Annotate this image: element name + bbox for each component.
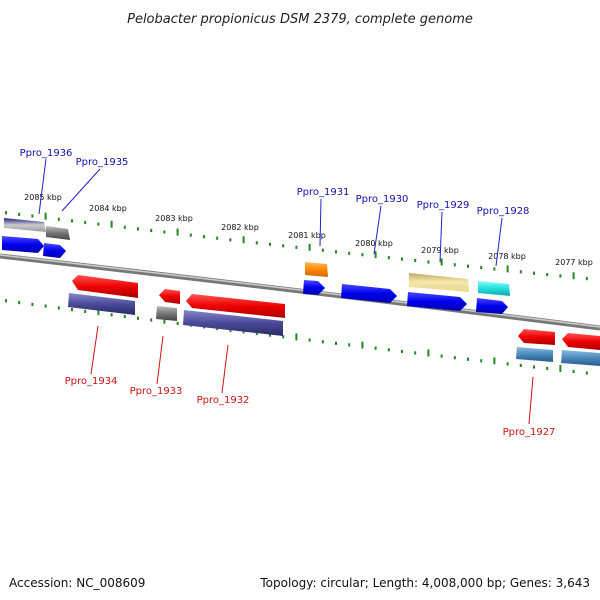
upper-tick-track [5,211,588,281]
feature-1936-cog[interactable] [4,218,46,232]
gene-label-1932[interactable]: Ppro_1932 [197,395,250,406]
leader-1935 [61,168,101,212]
tick-label-2085: 2085 kbp [24,193,62,202]
genome-backbone [0,253,600,331]
leader-1927 [528,376,534,425]
feature-1928-cog[interactable] [478,281,510,296]
tick-label-2077: 2077 kbp [555,258,593,267]
gene-label-1929[interactable]: Ppro_1929 [417,200,470,211]
feature-next-cog[interactable] [561,350,600,366]
cds-1929-arrow[interactable] [407,292,467,311]
leader-1931 [319,198,322,247]
tick-label-2080: 2080 kbp [355,239,393,248]
leader-1929 [439,211,443,263]
cds-1931-arrow[interactable] [303,280,325,295]
leader-1936 [38,158,47,215]
cds-1936-arrow[interactable] [2,236,44,253]
feature-1934-cog[interactable] [68,293,135,315]
gene-label-1930[interactable]: Ppro_1930 [356,194,409,205]
cds-1932-arrow[interactable] [186,294,285,318]
leader-1932 [221,344,229,394]
tick-label-2084: 2084 kbp [89,204,127,213]
cds-1934-arrow[interactable] [72,275,138,298]
cds-1928-arrow[interactable] [476,298,508,314]
tick-label-2078: 2078 kbp [488,252,526,261]
feature-1931-cog[interactable] [305,262,328,277]
map-title: Pelobacter propionicus DSM 2379, complet… [127,12,473,27]
gene-label-1931[interactable]: Ppro_1931 [297,187,350,198]
cds-1930-arrow[interactable] [341,284,397,303]
gene-label-1927[interactable]: Ppro_1927 [503,427,556,438]
forward-leader-lines [38,158,503,267]
cds-1935-arrow[interactable] [43,243,66,258]
feature-1935-cog[interactable] [46,226,70,240]
tick-label-2081: 2081 kbp [288,231,326,240]
cds-1933-arrow[interactable] [159,289,180,304]
genome-backbone-highlight [0,254,600,328]
feature-1933-cog[interactable] [156,306,177,321]
feature-1927-cog[interactable] [516,347,553,362]
accession-label: Accession: NC_008609 [9,576,145,590]
topology-label: Topology: circular; Length: 4,008,000 bp… [259,576,590,590]
gene-label-1928[interactable]: Ppro_1928 [477,206,530,217]
leader-1928 [495,217,503,267]
tick-label-2082: 2082 kbp [221,223,259,232]
tick-label-2083: 2083 kbp [155,214,193,223]
feature-1932-cog[interactable] [183,310,283,336]
leader-1930 [373,205,382,255]
tick-labels: 2085 kbp 2084 kbp 2083 kbp 2082 kbp 2081… [24,193,593,267]
gene-label-1934[interactable]: Ppro_1934 [65,376,118,387]
cds-1927-arrow[interactable] [518,329,555,345]
leader-1934 [90,325,99,375]
leader-1933 [156,335,164,385]
cds-next-arrow[interactable] [562,333,600,350]
gene-label-1936[interactable]: Ppro_1936 [20,148,73,159]
gene-label-1933[interactable]: Ppro_1933 [130,386,183,397]
gene-label-1935[interactable]: Ppro_1935 [76,157,129,168]
feature-1929-cog[interactable] [409,273,469,292]
reverse-leader-lines [90,325,534,425]
